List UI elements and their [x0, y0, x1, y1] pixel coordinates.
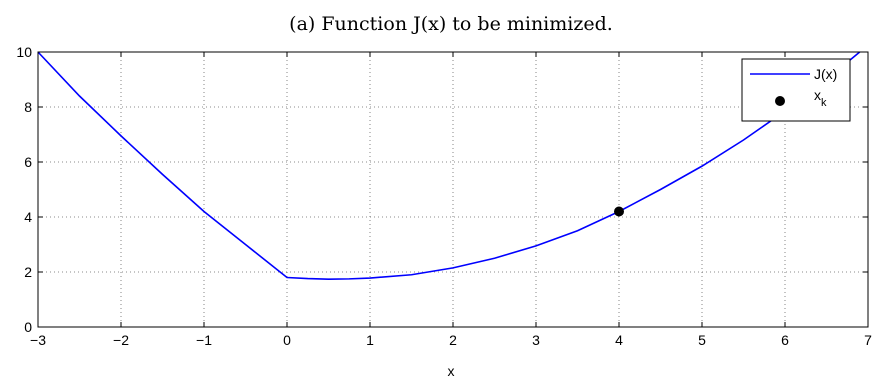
series-point-xk	[614, 206, 624, 217]
x-tick-label: −3	[30, 332, 46, 348]
legend-box	[741, 58, 851, 122]
x-tick-label: 5	[698, 332, 706, 348]
y-tick-label: 10	[16, 44, 32, 60]
y-tick-label: 0	[24, 319, 32, 335]
y-tick-label: 6	[24, 154, 32, 170]
x-tick-label: 1	[366, 332, 374, 348]
series-line-jx	[37, 51, 861, 280]
y-tick-label: 4	[24, 209, 32, 225]
chart-title: (a) Function J(x) to be minimized.	[289, 13, 613, 35]
ticks: −3 −2 −1 0 1 2 3 4 5 6 7 0 2 4 6 8 10	[16, 44, 872, 348]
x-tick-label: 2	[449, 332, 457, 348]
x-axis-label: x	[448, 363, 455, 379]
x-tick-label: 3	[532, 332, 540, 348]
x-tick-label: −1	[196, 332, 212, 348]
x-tick-label: 7	[864, 332, 872, 348]
x-tick-label: 0	[283, 332, 291, 348]
y-tick-label: 2	[24, 264, 32, 280]
x-tick-label: 4	[615, 332, 623, 348]
x-tick-label: 6	[781, 332, 789, 348]
legend-label-jx: J(x)	[814, 66, 837, 82]
x-tick-label: −2	[113, 332, 129, 348]
y-tick-label: 8	[24, 99, 32, 115]
legend-dot-swatch	[775, 96, 785, 106]
legend: J(x)xk	[741, 58, 851, 122]
plot-area	[37, 51, 861, 280]
